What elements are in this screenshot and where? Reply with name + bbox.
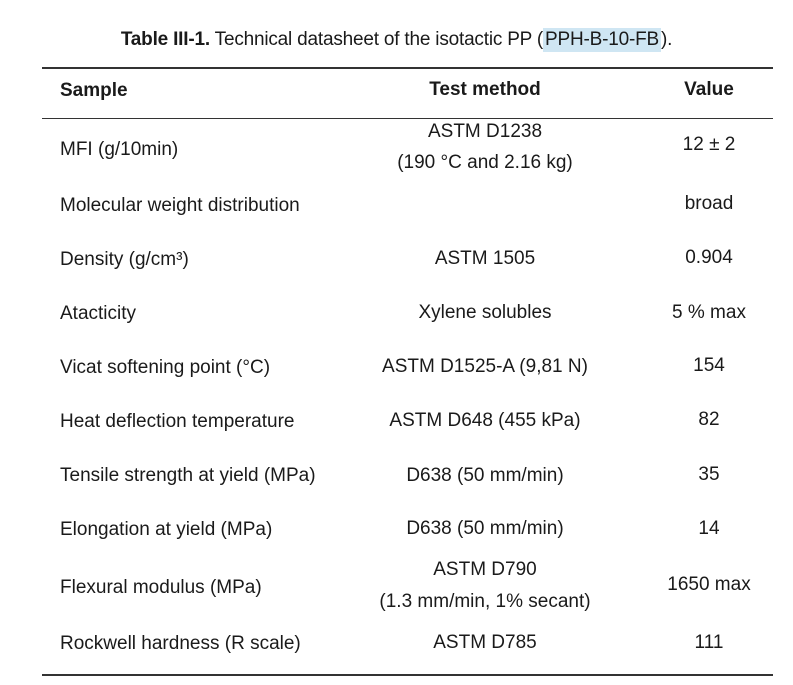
row-sample: MFI (g/10min) [60,139,179,160]
row-value: 154 [693,355,725,376]
row-sample: Elongation at yield (MPa) [60,519,273,540]
row-sample: Vicat softening point (°C) [60,357,271,378]
table-header-rule [42,118,773,119]
row-sample: Tensile strength at yield (MPa) [60,465,316,486]
header-test-method: Test method [429,79,541,100]
row-method: ASTM D1525-A (9,81 N) [382,356,588,377]
caption-lead: Table III-1. [120,29,210,50]
row-sample: Atacticity [60,303,137,324]
row-value: 5 % max [672,302,746,323]
row-value: 12 ± 2 [682,134,736,155]
row-sample: Density (g/cm³) [60,249,189,270]
table-top-rule [42,67,773,69]
row-value: 82 [698,409,720,430]
row-value: broad [684,193,734,214]
row-method: D638 (50 mm/min) [406,518,564,539]
caption-highlight: PPH-B-10-FB [543,28,661,52]
header-value: Value [684,79,734,100]
row-value: 111 [694,632,724,653]
header-sample: Sample [60,80,128,101]
caption-text-after: ). [660,29,673,50]
row-method: ASTM D1238 [427,121,543,142]
row-sample: Flexural modulus (MPa) [60,577,262,598]
row-method: ASTM D648 (455 kPa) [389,410,581,431]
row-method: ASTM D790 [433,559,537,580]
row-value: 35 [698,464,720,485]
row-value: 14 [698,518,720,539]
row-method-line2: (190 °C and 2.16 kg) [397,152,573,173]
caption-text-before: Technical datasheet of the isotactic PP … [209,29,544,50]
row-method: ASTM 1505 [434,248,536,269]
row-sample: Heat deflection temperature [60,411,295,432]
row-sample: Molecular weight distribution [60,195,300,216]
table-bottom-rule [42,674,773,676]
row-method: Xylene solubles [418,302,552,323]
row-method: ASTM D785 [433,632,537,653]
row-sample: Rockwell hardness (R scale) [60,633,301,654]
row-method-line2: (1.3 mm/min, 1% secant) [379,591,591,612]
table-caption: Table III-1. Technical datasheet of the … [0,28,793,52]
row-value: 0.904 [685,247,733,268]
row-method: D638 (50 mm/min) [406,465,564,486]
row-value: 1650 max [667,574,751,595]
